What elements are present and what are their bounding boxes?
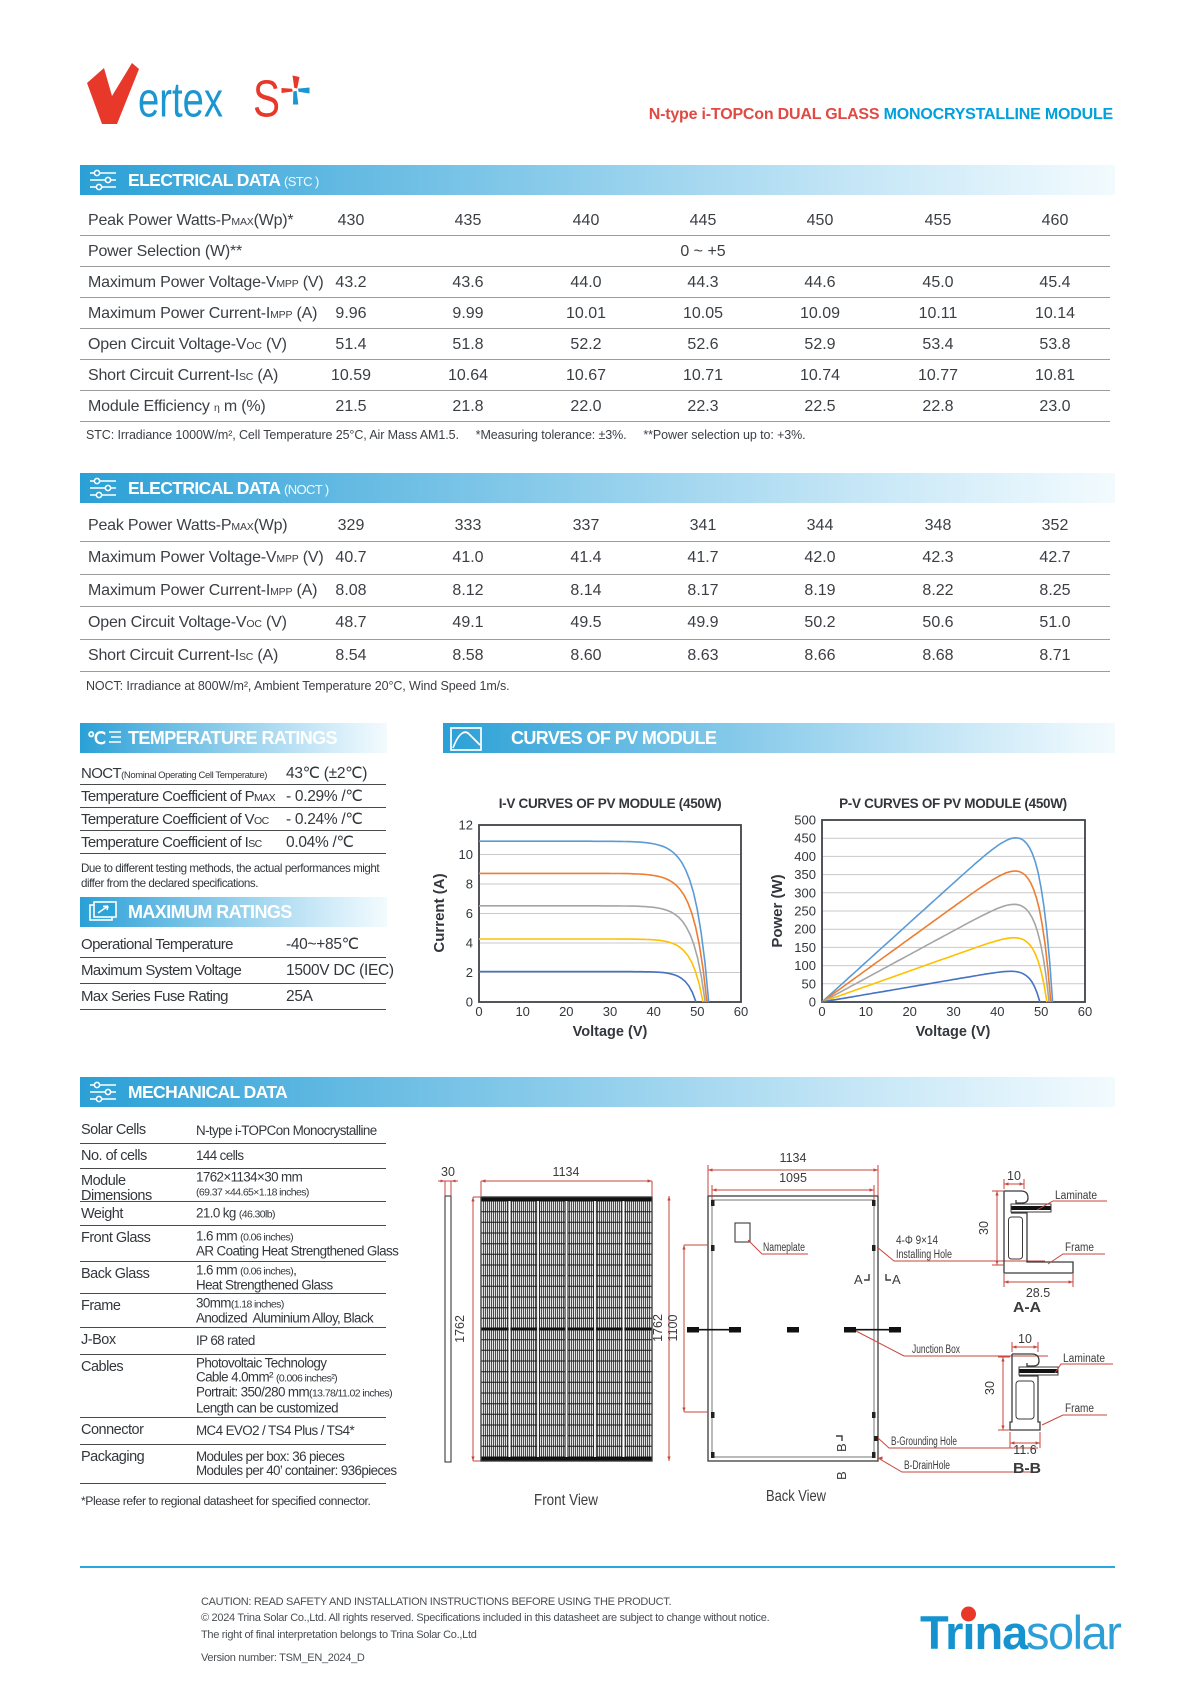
svg-text:0: 0 [475, 1004, 482, 1019]
svg-text:10: 10 [1018, 1332, 1032, 1346]
svg-text:4-Φ 9×14: 4-Φ 9×14 [896, 1235, 939, 1247]
svg-text:50: 50 [690, 1004, 704, 1019]
svg-text:2: 2 [466, 965, 473, 980]
svg-text:30: 30 [946, 1004, 960, 1019]
svg-text:10: 10 [459, 847, 473, 862]
svg-text:11.6: 11.6 [1013, 1443, 1036, 1457]
svg-text:450: 450 [794, 831, 816, 846]
svg-text:6: 6 [466, 906, 473, 921]
svg-text:B-DrainHole: B-DrainHole [904, 1460, 950, 1472]
svg-text:ertex: ertex [138, 74, 223, 128]
svg-text:solar: solar [1026, 1606, 1121, 1659]
svg-text:100: 100 [794, 958, 816, 973]
svg-text:Power (W): Power (W) [770, 874, 786, 947]
svg-text:0: 0 [809, 995, 816, 1010]
svg-text:10: 10 [859, 1004, 873, 1019]
svg-text:28.5: 28.5 [1026, 1286, 1050, 1300]
svg-text:60: 60 [734, 1004, 748, 1019]
svg-text:300: 300 [794, 885, 816, 900]
svg-text:Current (A): Current (A) [431, 873, 448, 952]
svg-text:20: 20 [902, 1004, 916, 1019]
svg-text:350: 350 [794, 867, 816, 882]
svg-text:Front View: Front View [534, 1492, 598, 1509]
svg-text:A: A [892, 1272, 901, 1287]
svg-text:1095: 1095 [779, 1171, 807, 1185]
svg-text:Nameplate: Nameplate [763, 1242, 805, 1254]
svg-text:Frame: Frame [1065, 1403, 1094, 1415]
svg-text:Laminate: Laminate [1055, 1190, 1097, 1202]
svg-text:B-B: B-B [1013, 1460, 1041, 1477]
svg-text:400: 400 [794, 849, 816, 864]
svg-text:Back View: Back View [766, 1488, 826, 1505]
svg-text:B: B [834, 1471, 849, 1480]
svg-text:1134: 1134 [780, 1151, 807, 1165]
svg-text:℃: ℃ [87, 729, 106, 748]
svg-text:10: 10 [1007, 1169, 1021, 1183]
svg-text:Voltage (V): Voltage (V) [573, 1024, 648, 1040]
svg-text:8: 8 [466, 877, 473, 892]
svg-text:12: 12 [459, 818, 473, 833]
svg-text:0: 0 [818, 1004, 825, 1019]
svg-text:60: 60 [1078, 1004, 1092, 1019]
svg-text:Frame: Frame [1065, 1242, 1094, 1254]
svg-text:Junction Box: Junction Box [912, 1344, 960, 1356]
svg-text:30: 30 [603, 1004, 617, 1019]
svg-text:0: 0 [466, 995, 473, 1010]
svg-text:200: 200 [794, 922, 816, 937]
svg-text:S: S [253, 71, 280, 129]
svg-text:Installing Hole: Installing Hole [896, 1249, 952, 1261]
svg-text:A-A: A-A [1013, 1299, 1041, 1316]
svg-text:1762: 1762 [651, 1314, 665, 1342]
svg-text:Laminate: Laminate [1063, 1353, 1105, 1365]
svg-text:4: 4 [466, 936, 473, 951]
svg-text:1134: 1134 [553, 1165, 580, 1179]
svg-text:500: 500 [794, 813, 816, 828]
svg-text:20: 20 [559, 1004, 573, 1019]
svg-text:B-Grounding Hole: B-Grounding Hole [891, 1436, 957, 1448]
svg-text:250: 250 [794, 904, 816, 919]
svg-text:30: 30 [983, 1381, 997, 1395]
svg-text:40: 40 [990, 1004, 1004, 1019]
svg-text:30: 30 [441, 1165, 455, 1179]
svg-text:I-V CURVES OF PV MODULE (450W): I-V CURVES OF PV MODULE (450W) [499, 796, 722, 811]
svg-text:Voltage (V): Voltage (V) [916, 1024, 991, 1040]
svg-text:A: A [854, 1272, 863, 1287]
svg-text:10: 10 [515, 1004, 529, 1019]
svg-text:1762: 1762 [453, 1315, 467, 1343]
svg-text:B: B [834, 1443, 849, 1452]
svg-text:30: 30 [977, 1221, 991, 1235]
svg-text:150: 150 [794, 940, 816, 955]
svg-text:50: 50 [802, 976, 816, 991]
svg-text:50: 50 [1034, 1004, 1048, 1019]
svg-text:P-V CURVES OF PV MODULE (450W): P-V CURVES OF PV MODULE (450W) [839, 796, 1067, 811]
svg-text:40: 40 [646, 1004, 660, 1019]
svg-text:1100: 1100 [666, 1315, 680, 1342]
